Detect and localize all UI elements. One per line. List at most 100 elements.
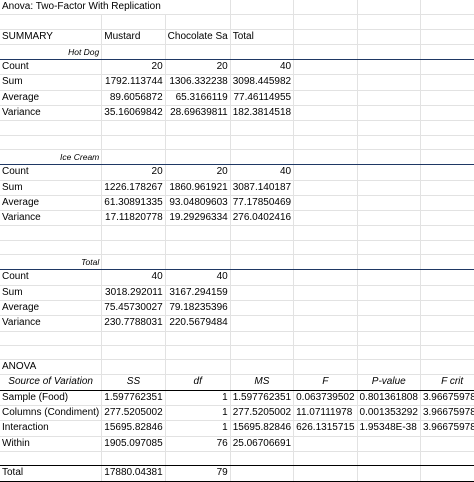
value-cell[interactable]: 220.5679484 [165,315,231,332]
cell[interactable] [293,14,358,30]
value-cell[interactable]: 20 [165,164,231,181]
value-cell[interactable]: 3018.292011 [101,285,166,301]
cell[interactable] [357,225,421,241]
cell[interactable] [293,300,358,317]
row-label[interactable]: Average [0,90,103,107]
cell[interactable] [165,345,231,361]
cell[interactable] [357,300,421,317]
anova-df[interactable]: 1 [165,420,231,437]
value-cell[interactable]: 93.04809603 [165,195,231,212]
cell[interactable] [230,0,295,16]
anova-fcrit[interactable]: 3.966759784 [420,420,474,437]
cell[interactable] [293,240,358,256]
group-name-total[interactable]: Total [0,254,103,271]
cell[interactable] [101,44,166,61]
cell[interactable] [357,345,421,361]
anova-source[interactable]: Interaction [0,420,103,437]
cell[interactable] [293,180,358,196]
cell[interactable] [357,315,421,332]
cell[interactable] [230,225,295,241]
value-cell[interactable]: 3167.294159 [165,285,231,301]
cell[interactable] [230,451,295,467]
cell[interactable] [420,225,474,241]
value-cell[interactable]: 77.46114955 [230,90,295,107]
anova-source[interactable]: Within [0,436,103,452]
anova-header-df[interactable]: df [165,374,231,391]
value-cell[interactable]: 89.6056872 [101,90,166,107]
cell[interactable] [0,331,103,346]
cell[interactable] [101,240,166,256]
cell[interactable] [357,44,421,61]
value-cell[interactable]: 40 [230,164,295,181]
anova-ms[interactable]: 1.597762351 [230,390,295,407]
anova-header-f[interactable]: F [293,374,358,391]
value-cell[interactable]: 79.18235396 [165,300,231,317]
cell[interactable] [293,465,358,482]
cell[interactable] [357,59,421,76]
cell[interactable] [101,120,166,136]
sheet-title[interactable]: Anova: Two-Factor With Replication [0,0,231,16]
summary-header-chocolate[interactable]: Chocolate Sa [165,29,231,45]
value-cell[interactable]: 77.17850469 [230,195,295,212]
cell[interactable] [357,451,421,467]
cell[interactable] [293,315,358,332]
cell[interactable] [357,210,421,227]
anova-total-df[interactable]: 79 [165,465,231,482]
value-cell[interactable]: 20 [101,164,166,181]
summary-header-mustard[interactable]: Mustard [101,29,166,45]
cell[interactable] [293,331,358,346]
cell[interactable] [230,345,295,361]
cell[interactable] [420,14,474,30]
cell[interactable] [420,451,474,467]
anova-ms[interactable]: 15695.82846 [230,420,295,437]
anova-header-fcrit[interactable]: F crit [420,374,474,391]
cell[interactable] [420,195,474,212]
cell[interactable] [293,29,358,45]
anova-f[interactable]: 0.063739502 [293,390,358,407]
row-label[interactable]: Count [0,164,103,181]
cell[interactable] [101,225,166,241]
anova-source[interactable]: Sample (Food) [0,390,103,407]
cell[interactable] [165,14,231,30]
cell[interactable] [165,44,231,61]
value-cell[interactable]: 3087.140187 [230,180,295,196]
row-label[interactable]: Variance [0,315,103,332]
value-cell[interactable]: 230.7788031 [101,315,166,332]
cell[interactable] [420,465,474,482]
anova-fcrit[interactable] [420,436,474,452]
value-cell[interactable]: 19.29296334 [165,210,231,227]
row-label[interactable]: Sum [0,74,103,91]
cell[interactable] [230,285,295,301]
value-cell[interactable]: 182.3814518 [230,105,295,122]
cell[interactable] [420,149,474,166]
anova-df[interactable]: 76 [165,436,231,452]
cell[interactable] [293,59,358,76]
group-name-hot-dog[interactable]: Hot Dog [0,44,103,61]
cell[interactable] [357,164,421,181]
cell[interactable] [420,44,474,61]
cell[interactable] [230,331,295,346]
cell[interactable] [293,90,358,107]
cell[interactable] [101,14,166,30]
row-label[interactable]: Average [0,195,103,212]
cell[interactable] [230,465,295,482]
anova-label[interactable]: ANOVA [0,359,103,376]
cell[interactable] [230,135,295,150]
anova-total-ss[interactable]: 17880.04381 [101,465,166,482]
cell[interactable] [0,225,103,241]
cell[interactable] [357,285,421,301]
cell[interactable] [420,90,474,107]
cell[interactable] [420,285,474,301]
cell[interactable] [293,254,358,271]
anova-df[interactable]: 1 [165,405,231,422]
row-label[interactable]: Count [0,269,103,286]
group-name-ice-cream[interactable]: Ice Cream [0,149,103,166]
cell[interactable] [293,285,358,301]
cell[interactable] [293,74,358,91]
cell[interactable] [420,120,474,136]
cell[interactable] [420,315,474,332]
cell[interactable] [357,120,421,136]
value-cell[interactable]: 40 [230,59,295,76]
cell[interactable] [230,254,295,271]
anova-fcrit[interactable]: 3.966759784 [420,390,474,407]
